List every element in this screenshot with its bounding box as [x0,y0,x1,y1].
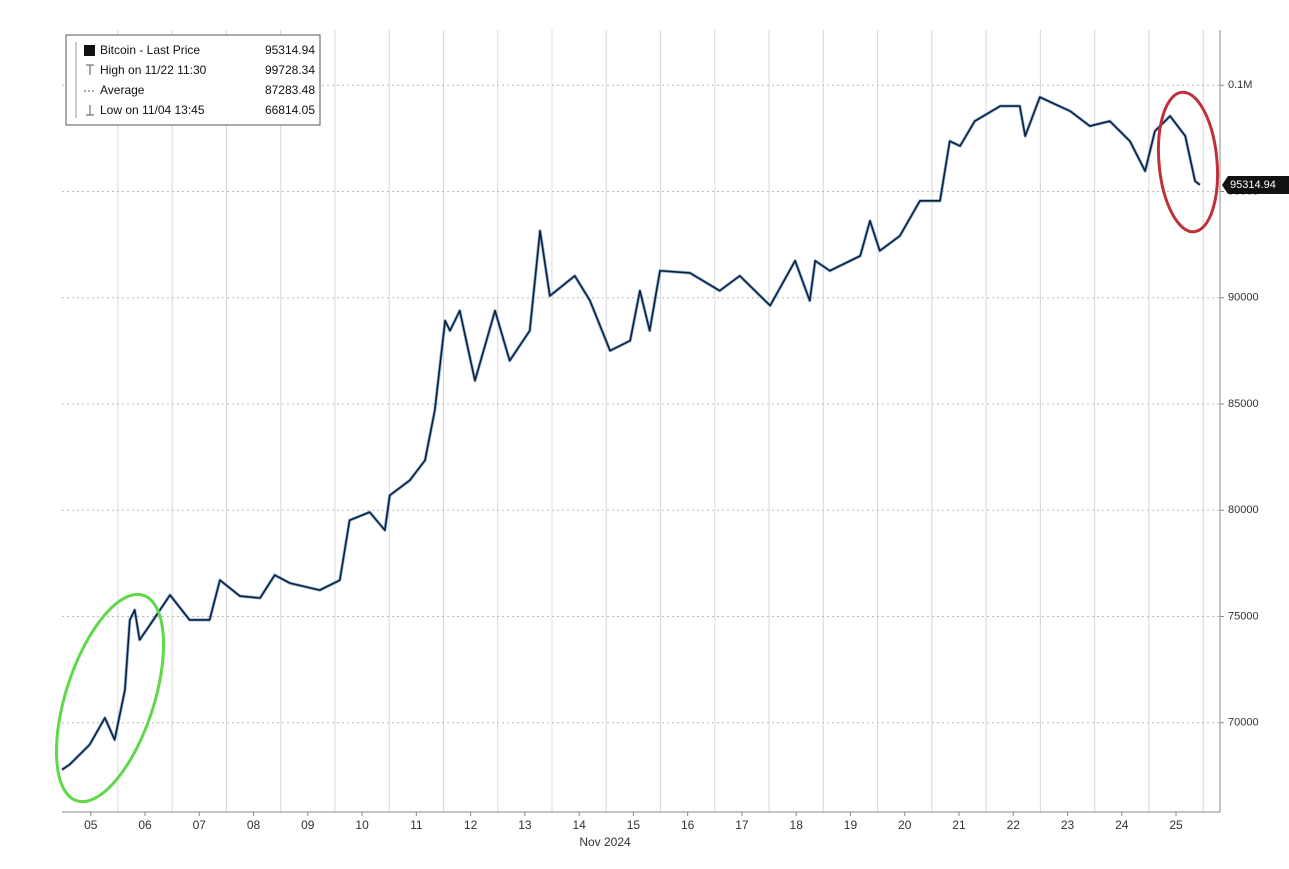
ticks: 7000075000800008500090000950000.1M050607… [84,79,1259,832]
highlight-red [1156,90,1220,234]
legend-label: Bitcoin - Last Price [100,43,200,57]
x-tick-label: 06 [138,818,152,832]
x-tick-label: 11 [410,818,423,832]
x-tick-label: 22 [1007,818,1021,832]
legend-swatch [84,45,95,56]
legend: Bitcoin - Last Price 95314.94 High on 11… [65,34,321,126]
last-price-tag: 95314.94 [1222,176,1289,194]
x-tick-label: 18 [790,818,804,832]
x-tick-label: 24 [1115,818,1129,832]
x-tick-label: 25 [1169,818,1183,832]
x-tick-label: 08 [247,818,261,832]
x-tick-label: 13 [518,818,532,832]
x-tick-label: 23 [1061,818,1075,832]
x-tick-label: 16 [681,818,695,832]
legend-box [65,34,321,126]
highlight-green [54,592,166,804]
y-tick-label: 0.1M [1228,79,1252,91]
marks [61,95,1201,772]
x-tick-label: 17 [735,818,749,832]
y-tick-label: 90000 [1228,292,1259,304]
y-tick-label: 70000 [1228,717,1259,729]
y-tick-label: 80000 [1228,504,1259,516]
x-tick-label: 20 [898,818,912,832]
grid [62,30,1220,812]
legend-value: 66814.05 [265,103,315,117]
price-line [61,96,1201,771]
legend-label: Low on 11/04 13:45 [100,103,205,117]
legend-value: 99728.34 [265,63,315,77]
legend-icon-high [86,64,94,75]
x-tick-label: 19 [844,818,858,832]
x-tick-label: 09 [301,818,315,832]
x-tick-label: 12 [464,818,478,832]
x-tick-label: 10 [355,818,369,832]
x-tick-label: 05 [84,818,98,832]
last-price-box [1222,176,1289,194]
x-tick-label: 14 [572,818,586,832]
price-line-highlight [61,95,1201,772]
y-tick-label: 85000 [1228,398,1259,410]
legend-label: Average [100,83,145,97]
y-tick-label: 75000 [1228,610,1259,622]
last-price-label: 95314.94 [1230,179,1276,191]
x-tick-label: 07 [193,818,207,832]
x-tick-label: 15 [627,818,641,832]
x-axis-label: Nov 2024 [579,835,631,849]
x-tick-label: 21 [952,818,966,832]
legend-label: High on 11/22 11:30 [100,63,207,77]
legend-value: 95314.94 [265,43,315,57]
legend-icon-low [86,105,94,116]
legend-value: 87283.48 [265,83,315,97]
